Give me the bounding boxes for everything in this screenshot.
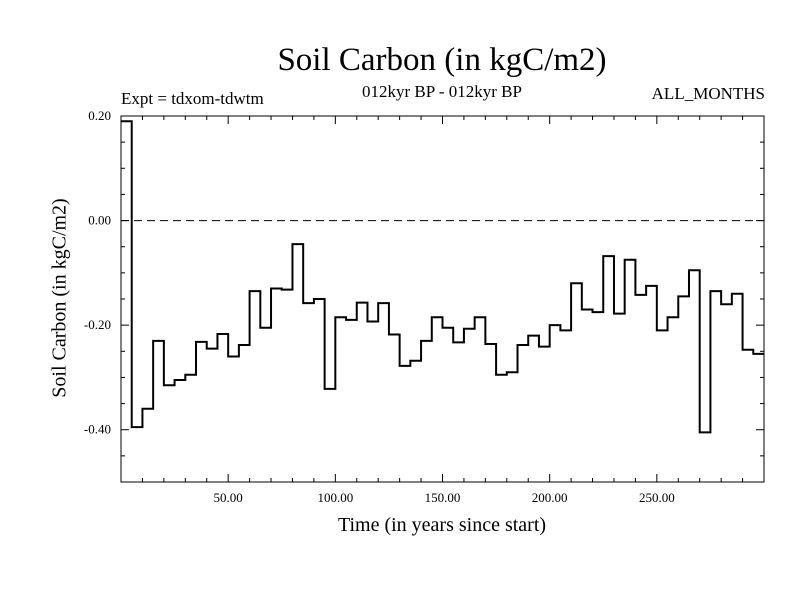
x-tick-label: 200.00 [532,490,568,505]
y-tick-label: -0.40 [84,422,111,437]
x-tick-label: 250.00 [639,490,675,505]
x-axis-label: Time (in years since start) [337,514,547,536]
y-tick-label: 0.00 [88,213,111,228]
chart-title: Soil Carbon (in kgC/m2) [277,42,607,78]
experiment-label: Expt = tdxom-tdwtm [121,89,264,108]
plot-frame [120,115,765,483]
y-tick-label: 0.20 [88,108,111,123]
soil-carbon-series-line [121,120,764,434]
y-tick-label: -0.20 [84,317,111,332]
x-tick-label: 100.00 [317,490,353,505]
x-tick-label: 150.00 [425,490,461,505]
x-tick-label: 50.00 [214,490,243,505]
chart-subtitle: 012kyr BP - 012kyr BP [362,82,522,101]
months-label: ALL_MONTHS [651,84,765,103]
